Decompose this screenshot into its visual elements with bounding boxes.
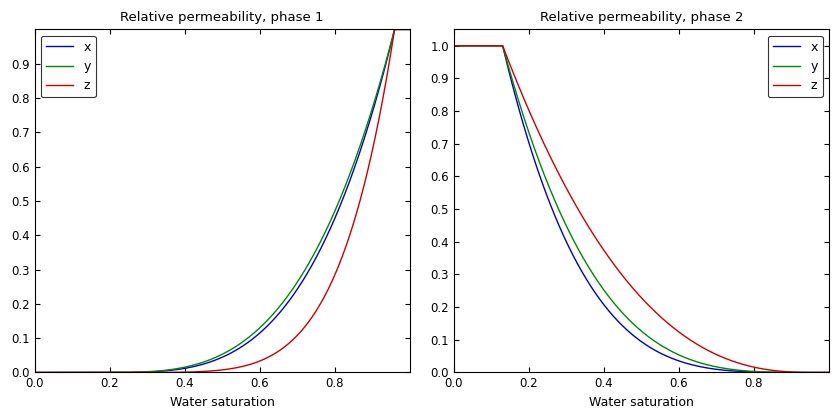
x xyxy=(405,27,415,32)
x xyxy=(741,369,751,374)
y xyxy=(449,43,459,48)
z xyxy=(748,365,759,370)
y xyxy=(29,370,39,375)
y xyxy=(328,211,339,216)
x xyxy=(614,320,624,325)
x xyxy=(181,365,192,370)
z xyxy=(68,370,78,375)
z xyxy=(449,43,459,48)
y xyxy=(322,226,332,231)
Title: Relative permeability, phase 1: Relative permeability, phase 1 xyxy=(120,11,324,24)
x xyxy=(68,370,78,375)
z xyxy=(29,370,39,375)
z xyxy=(824,370,834,375)
y xyxy=(195,361,205,366)
y xyxy=(405,27,415,32)
y xyxy=(68,370,78,375)
Line: x: x xyxy=(454,46,829,373)
z xyxy=(405,27,415,32)
z xyxy=(328,275,339,280)
y xyxy=(287,287,297,292)
Line: z: z xyxy=(34,29,410,373)
x xyxy=(195,362,205,368)
x xyxy=(487,43,497,48)
Title: Relative permeability, phase 2: Relative permeability, phase 2 xyxy=(539,11,743,24)
x xyxy=(748,370,759,375)
z xyxy=(741,363,751,368)
y xyxy=(706,363,717,368)
y xyxy=(809,370,819,375)
y xyxy=(487,43,497,48)
X-axis label: Water saturation: Water saturation xyxy=(589,396,694,409)
x xyxy=(390,27,400,32)
y xyxy=(614,307,624,312)
Line: z: z xyxy=(454,46,829,373)
x xyxy=(322,233,332,238)
x xyxy=(29,370,39,375)
x xyxy=(809,370,819,375)
x xyxy=(824,370,834,375)
z xyxy=(809,370,819,375)
Legend: x, y, z: x, y, z xyxy=(41,36,96,97)
y xyxy=(824,370,834,375)
x xyxy=(601,304,611,310)
x xyxy=(449,43,459,48)
y xyxy=(601,290,611,295)
z xyxy=(322,289,332,294)
y xyxy=(741,368,751,373)
z xyxy=(390,27,400,32)
z xyxy=(614,269,624,274)
y xyxy=(748,369,759,374)
y xyxy=(181,364,192,369)
z xyxy=(706,349,717,354)
z xyxy=(195,369,205,374)
X-axis label: Water saturation: Water saturation xyxy=(170,396,275,409)
Line: y: y xyxy=(34,29,410,373)
z xyxy=(287,338,297,343)
z xyxy=(181,370,192,375)
Legend: x, y, z: x, y, z xyxy=(768,36,822,97)
y xyxy=(390,27,400,32)
x xyxy=(706,366,717,371)
Line: x: x xyxy=(34,29,410,373)
z xyxy=(487,43,497,48)
x xyxy=(287,294,297,299)
Line: y: y xyxy=(454,46,829,373)
x xyxy=(328,218,339,223)
z xyxy=(601,250,611,255)
